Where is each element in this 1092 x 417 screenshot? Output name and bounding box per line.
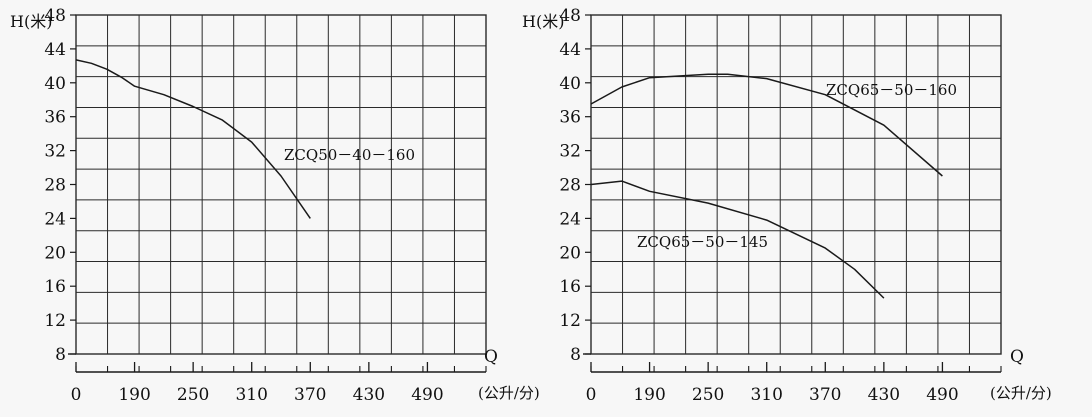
x-tick-label: 310 [235, 385, 267, 405]
x-tick-label: 0 [586, 385, 597, 405]
series-curve [75, 59, 311, 219]
y-tick-label: 8 [55, 345, 66, 365]
y-tick-label: 28 [44, 176, 66, 196]
series-label: ZCQ65－50－160 [826, 81, 957, 99]
y-tick-label: 24 [44, 209, 66, 229]
x-axis-unit: (公升/分) [990, 384, 1052, 402]
x-tick-label: 190 [633, 385, 665, 405]
series-label: ZCQ65－50－145 [637, 233, 768, 251]
y-tick-label: 24 [559, 209, 581, 229]
y-tick-label: 8 [570, 345, 581, 365]
y-tick-label: 36 [559, 108, 581, 128]
x-axis-unit: (公升/分) [478, 384, 540, 402]
y-tick-label: 16 [44, 277, 66, 297]
x-tick-label: 190 [118, 385, 150, 405]
y-tick-label: 40 [44, 74, 66, 94]
y-tick-label: 12 [559, 311, 581, 331]
x-tick-label: 250 [692, 385, 724, 405]
x-tick-label: 430 [353, 385, 385, 405]
x-tick-label: 310 [750, 385, 782, 405]
x-tick-label: 490 [411, 385, 443, 405]
y-tick-label: 44 [44, 40, 66, 60]
series-label: ZCQ50－40－160 [284, 146, 415, 164]
y-tick-label: 48 [44, 6, 66, 26]
y-tick-label: 20 [44, 243, 66, 263]
y-tick-label: 48 [559, 6, 581, 26]
y-tick-label: 32 [559, 142, 581, 162]
y-tick-label: 12 [44, 311, 66, 331]
x-tick-label: 490 [926, 385, 958, 405]
x-tick-label: 250 [177, 385, 209, 405]
y-tick-label: 40 [559, 74, 581, 94]
y-axis-label: H(米) [522, 12, 564, 31]
x-axis-letter: Q [484, 347, 498, 367]
x-tick-label: 430 [868, 385, 900, 405]
x-tick-label: 370 [294, 385, 326, 405]
y-tick-label: 28 [559, 176, 581, 196]
y-tick-label: 32 [44, 142, 66, 162]
x-axis-letter: Q [1010, 347, 1024, 367]
y-axis-label: H(米) [10, 12, 52, 31]
y-tick-label: 20 [559, 243, 581, 263]
chart-left: 8 12 16 20 24 28 32 36 40 44 48H(米) Q 0 190 250 310 370 4… [10, 6, 540, 405]
series-curve [590, 180, 885, 299]
chart-right: 8 12 16 20 24 28 32 36 40 44 48H(米) Q 0 190 250 310 370 4… [522, 6, 1052, 405]
x-tick-label: 370 [809, 385, 841, 405]
series-curve [590, 73, 943, 177]
x-tick-label: 0 [71, 385, 82, 405]
y-tick-label: 44 [559, 40, 581, 60]
y-tick-label: 16 [559, 277, 581, 297]
y-tick-label: 36 [44, 108, 66, 128]
